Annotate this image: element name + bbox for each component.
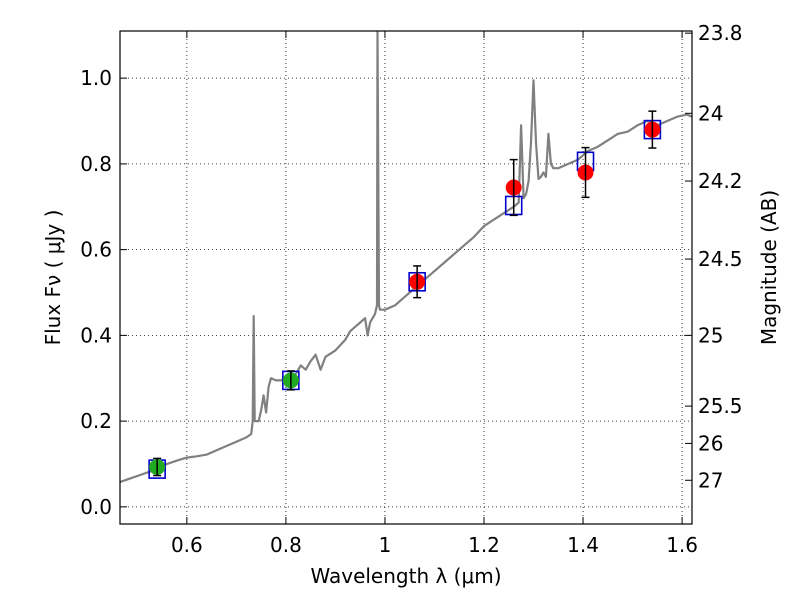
- plot-area: [120, 31, 692, 484]
- ticks: 0.6 0.8 1 1.2 1.4 1.6 0.0 0.2 0.4 0.6 0.8 1.0 23.8 24…: [80, 21, 742, 557]
- x-tick-label: 0.8: [270, 533, 302, 557]
- mag-tick-label: 24.2: [698, 169, 743, 193]
- x-axis-label: Wavelength λ (μm): [310, 564, 501, 588]
- x-tick-label: 1.4: [567, 533, 599, 557]
- y-tick-label: 0.4: [80, 323, 112, 347]
- mag-tick-label: 27: [698, 468, 723, 492]
- mag-tick-label: 26: [698, 431, 723, 455]
- grid: [120, 31, 692, 524]
- y-tick-label: 0.0: [80, 495, 112, 519]
- mag-tick-label: 24: [698, 101, 723, 125]
- x-tick-label: 1.6: [666, 533, 698, 557]
- mag-tick-label: 24.5: [698, 247, 743, 271]
- mag-tick-label: 23.8: [698, 21, 743, 45]
- y-tick-label: 0.2: [80, 409, 112, 433]
- y-tick-label: 1.0: [80, 66, 112, 90]
- y-tick-label: 0.6: [80, 238, 112, 262]
- y-tick-label: 0.8: [80, 152, 112, 176]
- x-tick-label: 1: [379, 533, 392, 557]
- y-axis-label: Flux Fν ( μJy ): [41, 210, 65, 346]
- spectrum-line: [120, 31, 692, 484]
- mag-tick-label: 25.5: [698, 394, 743, 418]
- mag-tick-label: 25: [698, 323, 723, 347]
- x-tick-label: 0.6: [171, 533, 203, 557]
- plot-frame: [119, 30, 693, 525]
- magnitude-axis-label: Magnitude (AB): [757, 190, 781, 345]
- x-tick-label: 1.2: [468, 533, 500, 557]
